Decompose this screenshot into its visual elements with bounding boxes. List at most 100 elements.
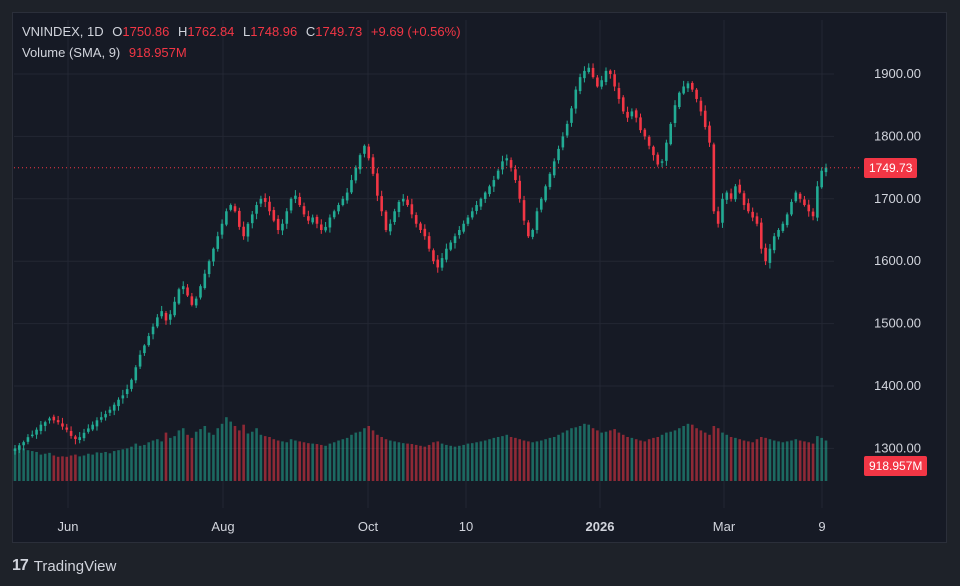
candle-body <box>298 196 302 206</box>
volume-bar <box>604 431 608 481</box>
volume-bar <box>397 442 401 481</box>
chart-legend: VNINDEX, 1D O1750.86 H1762.84 L1748.96 C… <box>22 21 461 63</box>
candle-body <box>367 146 371 159</box>
x-tick-label: Jun <box>58 519 79 534</box>
candle-body <box>328 217 332 228</box>
volume-bar <box>263 436 267 481</box>
candle-body <box>781 223 785 231</box>
candle-body <box>255 205 258 214</box>
volume-bar <box>669 431 672 481</box>
volume-bar <box>432 442 435 481</box>
candle-body <box>289 198 293 211</box>
volume-row: Volume (SMA, 9) 918.957M <box>22 42 461 63</box>
volume-bar <box>225 417 228 481</box>
candle-body <box>250 214 254 224</box>
candle-body <box>436 259 440 268</box>
candle-body <box>665 142 668 161</box>
volume-bar <box>630 437 634 481</box>
symbol-label[interactable]: VNINDEX, 1D <box>22 24 104 39</box>
volume-bar <box>74 454 77 481</box>
volume-bar <box>95 452 99 481</box>
candle-body <box>742 193 746 206</box>
candle-body <box>816 186 819 218</box>
candle-body <box>229 205 232 210</box>
volume-bar <box>65 456 69 481</box>
candle-body <box>613 74 616 87</box>
candle-body <box>505 158 509 161</box>
volume-bar <box>527 441 530 481</box>
tv-logo-icon[interactable]: 17 <box>12 557 29 574</box>
volume-bar <box>647 439 651 481</box>
volume-bar <box>445 444 448 481</box>
volume-bar <box>561 432 565 481</box>
volume-bar <box>91 454 94 481</box>
volume-bar <box>61 456 64 481</box>
candle-body <box>427 236 431 249</box>
candle-body <box>518 180 522 199</box>
volume-bar <box>289 439 293 481</box>
candle-body <box>294 195 297 199</box>
candle-body <box>824 167 828 173</box>
volume-bar <box>203 426 207 481</box>
volume-bar <box>233 426 237 481</box>
candle-body <box>535 211 539 231</box>
volume-bar <box>341 439 345 481</box>
volume-bar <box>764 437 767 481</box>
volume-bar <box>134 443 138 481</box>
volume-bar <box>678 428 681 481</box>
volume-bar <box>401 443 405 481</box>
volume-bar <box>665 432 668 481</box>
candle-body <box>52 416 56 421</box>
candle-body <box>539 198 543 210</box>
open-value: 1750.86 <box>122 24 170 39</box>
volume-bar <box>414 444 418 481</box>
candle-body <box>376 173 379 196</box>
volume-bar <box>143 444 146 481</box>
volume-bar <box>742 440 746 481</box>
y-tick-label: 1600.00 <box>874 253 921 268</box>
volume-bar <box>587 424 591 481</box>
volume-bar <box>501 436 504 481</box>
candle-body <box>99 417 103 420</box>
brand-name[interactable]: TradingView <box>33 557 117 575</box>
volume-bar <box>371 430 375 481</box>
candle-body <box>458 230 461 236</box>
volume-bar <box>276 440 280 481</box>
volume-bar <box>699 430 703 481</box>
volume-bar <box>104 451 107 481</box>
candle-body <box>785 214 789 226</box>
volume-bar <box>811 443 815 481</box>
y-tick-label: 1700.00 <box>874 191 921 206</box>
candle-body <box>747 203 750 212</box>
candle-body <box>238 210 241 227</box>
candle-body <box>173 301 176 316</box>
candle-body <box>548 173 552 187</box>
volume-bar <box>613 429 616 481</box>
volume-label[interactable]: Volume (SMA, 9) <box>22 45 121 60</box>
volume-bar <box>479 441 483 481</box>
volume-bar <box>522 440 526 481</box>
close-key: C <box>305 24 316 39</box>
candle-body <box>43 422 47 426</box>
candle-body <box>220 223 224 235</box>
candle-body <box>324 226 327 231</box>
volume-bar <box>302 442 306 481</box>
candle-body <box>445 248 448 260</box>
volume-bar <box>509 437 513 481</box>
candle-body <box>207 261 211 275</box>
volume-bar <box>514 437 517 481</box>
candle-body <box>479 198 483 207</box>
volume-bar <box>186 434 189 481</box>
volume-bar <box>505 434 509 481</box>
candle-body <box>363 145 366 154</box>
volume-bar <box>734 437 737 481</box>
volume-bar <box>626 437 629 481</box>
candle-body <box>570 108 573 123</box>
volume-bar <box>634 439 638 481</box>
candle-body <box>488 186 491 195</box>
candle-body <box>578 77 582 92</box>
candle-body <box>414 215 418 224</box>
volume-bar <box>272 439 276 481</box>
candle-body <box>203 273 207 289</box>
